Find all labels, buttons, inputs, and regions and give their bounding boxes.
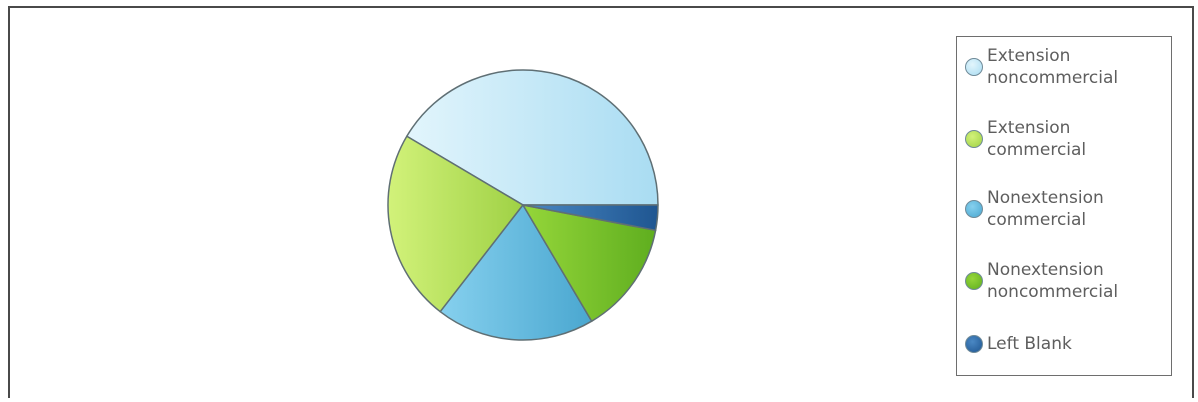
pie-slice-left-blank (522, 204, 659, 232)
legend-item-extension-commercial: Extension commercial (965, 117, 1086, 161)
legend-label: Extension commercial (987, 118, 1087, 160)
legend-label: Left Blank (987, 334, 1072, 354)
legend-item-extension-noncommercial: Extension noncommercial (965, 45, 1118, 89)
pie-slice-nonextension-commercial (439, 204, 593, 341)
legend-item-nonextension-noncommercial: Nonextension noncommercial (965, 259, 1118, 303)
legend-label: Nonextension commercial (987, 188, 1104, 230)
legend-marker-icon (965, 335, 983, 353)
legend-label: Extension noncommercial (987, 46, 1119, 88)
chart-legend: Extension noncommercial Extension commerc… (956, 36, 1172, 376)
legend-marker-icon (965, 272, 983, 290)
pie-slice-extension-noncommercial (406, 69, 659, 206)
pie-slice-nonextension-noncommercial (522, 204, 657, 322)
legend-marker-icon (965, 200, 983, 218)
pie-slice-extension-commercial (387, 135, 524, 313)
legend-item-nonextension-commercial: Nonextension commercial (965, 187, 1104, 231)
legend-item-left-blank: Left Blank (965, 333, 1072, 355)
legend-label: Nonextension noncommercial (987, 260, 1119, 302)
legend-marker-icon (965, 130, 983, 148)
legend-marker-icon (965, 58, 983, 76)
